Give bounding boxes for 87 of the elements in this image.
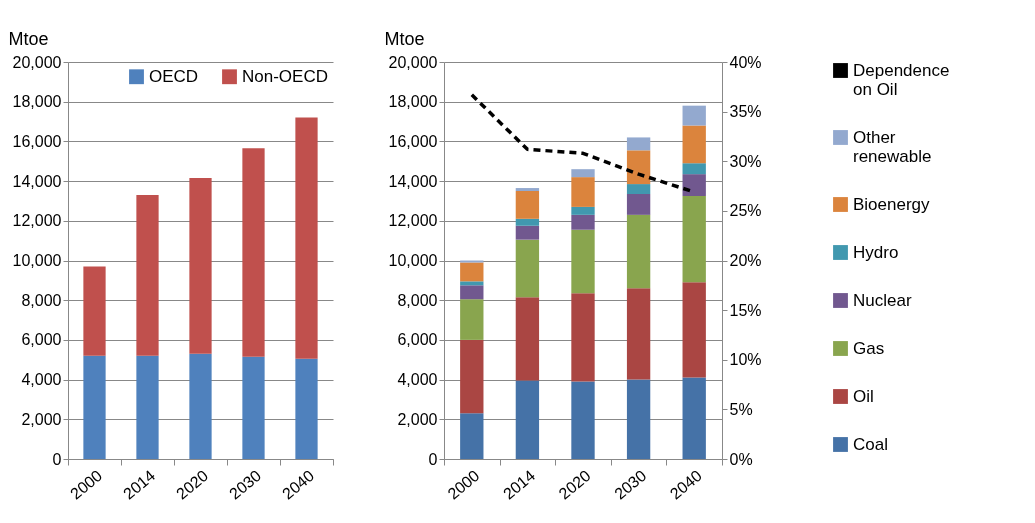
bar xyxy=(626,288,651,380)
legend-label: Other renewable xyxy=(853,127,932,166)
y-tick-label: 6,000 xyxy=(21,331,62,349)
bar xyxy=(571,177,595,207)
y-tick-label: 10,000 xyxy=(12,252,62,269)
y2-tick-label: 10% xyxy=(729,351,762,369)
y2-tick-label: 35% xyxy=(729,103,762,121)
bar xyxy=(626,214,651,289)
bar xyxy=(571,381,595,459)
bar xyxy=(682,125,706,164)
legend-label: Nuclear xyxy=(853,290,912,310)
y-tick-label: 4,000 xyxy=(397,371,438,389)
bar xyxy=(515,191,540,219)
y2-tick-label: 5% xyxy=(729,400,753,418)
y-tick-label: 14,000 xyxy=(388,172,438,190)
bar xyxy=(189,353,212,459)
bar xyxy=(571,214,595,230)
y-tick-label: 16,000 xyxy=(388,132,438,150)
legend-label: Gas xyxy=(853,338,885,358)
bar xyxy=(295,358,318,459)
y2-tick-label: 15% xyxy=(729,301,762,319)
legend-label: Coal xyxy=(853,434,888,454)
y-tick-label: 4,000 xyxy=(21,371,62,389)
y-tick-label: 16,000 xyxy=(12,132,62,150)
bar xyxy=(189,178,212,354)
bar xyxy=(682,174,706,196)
y-tick-label: 20,000 xyxy=(12,53,62,71)
y-tick-label: 12,000 xyxy=(12,212,62,230)
bar xyxy=(460,413,484,459)
bar xyxy=(626,137,651,151)
legend-label: OECD xyxy=(149,66,199,86)
y2-tick-label: 0% xyxy=(729,450,753,468)
legend-label: Hydro xyxy=(853,242,899,262)
bar xyxy=(295,117,318,359)
bar xyxy=(626,184,651,194)
y-tick-label: 8,000 xyxy=(397,291,438,309)
y2-tick-label: 40% xyxy=(729,53,762,71)
y-tick-label: 14,000 xyxy=(12,172,62,190)
bar xyxy=(515,218,540,226)
bar xyxy=(626,194,651,215)
bar xyxy=(571,169,595,178)
bar xyxy=(460,285,484,300)
bar xyxy=(626,379,651,459)
y-tick-label: 20,000 xyxy=(388,53,438,71)
bar xyxy=(83,355,106,459)
y-tick-label: 18,000 xyxy=(12,93,62,111)
bar xyxy=(460,281,484,286)
y-tick-label: 18,000 xyxy=(388,93,438,111)
bar xyxy=(571,206,595,215)
bar xyxy=(136,194,159,356)
y-axis-title: Mtoe xyxy=(8,28,49,49)
y-tick-label: 2,000 xyxy=(397,410,438,428)
legend-label: Oil xyxy=(853,386,874,406)
legend-label: Dependence on Oil xyxy=(853,60,950,99)
bar xyxy=(571,293,595,382)
bar xyxy=(460,339,484,414)
y2-tick-label: 25% xyxy=(729,202,762,220)
bar xyxy=(515,225,540,240)
bar xyxy=(515,239,540,298)
bar xyxy=(460,262,484,282)
bar xyxy=(682,282,706,378)
y-tick-label: 0 xyxy=(428,450,438,468)
y-tick-label: 12,000 xyxy=(388,212,438,230)
y2-tick-label: 30% xyxy=(729,152,762,170)
bar xyxy=(515,297,540,381)
bar xyxy=(682,105,706,126)
bar xyxy=(682,377,706,459)
bar xyxy=(136,355,159,459)
legend-label: Bioenergy xyxy=(853,194,931,214)
bar xyxy=(626,150,651,185)
y-tick-label: 2,000 xyxy=(21,410,62,428)
y-tick-label: 6,000 xyxy=(397,331,438,349)
y-tick-label: 8,000 xyxy=(21,291,62,309)
y-tick-label: 10,000 xyxy=(388,252,438,269)
bar xyxy=(242,356,265,459)
y-tick-label: 0 xyxy=(52,450,62,468)
y-axis-title: Mtoe xyxy=(384,28,425,49)
y2-tick-label: 20% xyxy=(729,252,762,269)
legend-label: Non-OECD xyxy=(242,66,328,86)
bar xyxy=(460,299,484,340)
bar xyxy=(682,163,706,175)
bar xyxy=(571,229,595,294)
bar xyxy=(83,266,106,356)
bar xyxy=(515,188,540,192)
bar xyxy=(242,148,265,357)
bar xyxy=(515,380,540,459)
bar xyxy=(682,195,706,283)
